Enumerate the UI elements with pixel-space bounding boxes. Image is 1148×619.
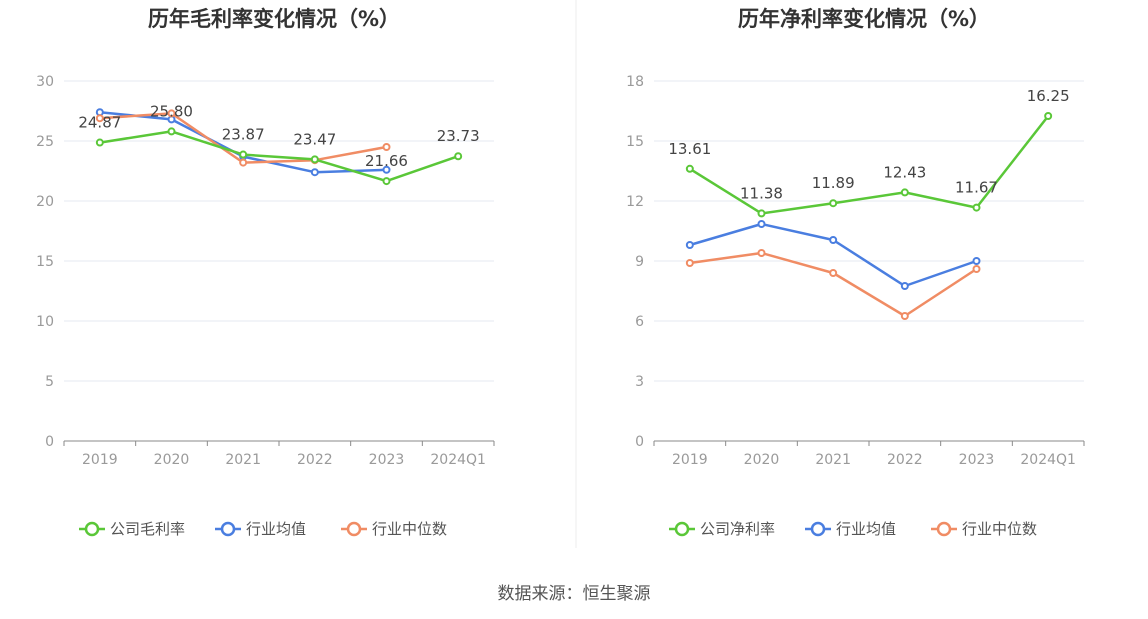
- y-tick-label: 9: [635, 254, 644, 270]
- y-tick-label: 3: [635, 374, 644, 390]
- data-point-company[interactable]: [95, 138, 104, 147]
- data-point-median[interactable]: [757, 249, 766, 257]
- data-label: 13.61: [668, 140, 711, 158]
- data-point-company[interactable]: [685, 164, 694, 173]
- x-tick-label: 2024Q1: [430, 452, 486, 468]
- data-point-median[interactable]: [829, 269, 838, 277]
- x-tick-label: 2022: [887, 452, 923, 468]
- data-point-median[interactable]: [972, 265, 981, 273]
- x-tick-label: 2021: [815, 452, 851, 468]
- y-tick-label: 5: [45, 374, 54, 390]
- legend-marker: [84, 521, 100, 537]
- legend-label: 行业中位数: [372, 520, 447, 538]
- y-tick-label: 0: [45, 434, 54, 450]
- x-tick-label: 2019: [82, 452, 118, 468]
- data-point-company[interactable]: [757, 209, 766, 218]
- chart-panel-0: 历年毛利率变化情况（%） 0 5 10 15 20 25 30 2019 2020 2021 2022…: [36, 7, 495, 538]
- y-tick-label: 30: [36, 74, 54, 90]
- data-label: 12.43: [883, 163, 926, 181]
- legend-item-avg[interactable]: 行业均值: [805, 520, 896, 538]
- y-tick-label: 15: [36, 254, 54, 270]
- x-tick-label: 2021: [225, 452, 261, 468]
- legend-label: 行业均值: [836, 520, 896, 538]
- data-label: 25.80: [150, 102, 193, 120]
- data-point-avg[interactable]: [829, 236, 838, 244]
- data-point-company[interactable]: [382, 177, 391, 186]
- legend-item-avg[interactable]: 行业均值: [215, 520, 306, 538]
- data-point-company[interactable]: [1044, 112, 1053, 120]
- series-line-company: [99, 130, 459, 183]
- data-point-median[interactable]: [382, 143, 391, 151]
- data-label: 11.67: [955, 179, 998, 197]
- legend-label: 公司净利率: [700, 520, 775, 538]
- y-tick-label: 15: [626, 134, 644, 150]
- data-label: 16.25: [1027, 87, 1070, 105]
- data-point-avg[interactable]: [972, 257, 981, 265]
- chart-panel-1: 历年净利率变化情况（%） 0 3 6 9 12 15 18 2019 2020 2021 2022 20…: [626, 7, 1085, 538]
- data-point-company[interactable]: [167, 127, 176, 136]
- data-point-avg[interactable]: [757, 220, 766, 228]
- data-point-median[interactable]: [685, 259, 694, 267]
- data-point-avg[interactable]: [685, 241, 694, 249]
- x-tick-label: 2020: [154, 452, 190, 468]
- y-tick-label: 12: [626, 194, 644, 210]
- data-label: 21.66: [365, 152, 408, 170]
- legend-item-median[interactable]: 行业中位数: [341, 520, 447, 538]
- x-tick-label: 2023: [959, 452, 995, 468]
- data-label: 11.89: [812, 174, 855, 192]
- x-tick-label: 2023: [369, 452, 405, 468]
- data-label: 11.38: [740, 184, 783, 202]
- data-point-avg[interactable]: [310, 168, 319, 177]
- legend-marker: [810, 521, 826, 537]
- data-point-company[interactable]: [829, 199, 838, 208]
- legend-marker: [674, 521, 690, 537]
- y-tick-label: 25: [36, 134, 54, 150]
- legend-marker: [220, 521, 236, 537]
- legend-label: 行业中位数: [962, 520, 1037, 538]
- data-point-avg[interactable]: [382, 165, 391, 174]
- data-label: 23.87: [222, 126, 265, 144]
- data-label: 23.47: [293, 130, 336, 148]
- data-point-company[interactable]: [239, 150, 248, 159]
- data-point-median[interactable]: [239, 158, 248, 167]
- x-tick-label: 2024Q1: [1020, 452, 1076, 468]
- y-tick-label: 20: [36, 194, 54, 210]
- x-tick-label: 2020: [744, 452, 780, 468]
- data-label: 23.73: [437, 127, 480, 145]
- chart-title: 历年毛利率变化情况（%）: [148, 7, 400, 31]
- legend-item-median[interactable]: 行业中位数: [931, 520, 1037, 538]
- y-tick-label: 0: [635, 434, 644, 450]
- source-note: 数据来源：恒生聚源: [498, 584, 651, 604]
- legend-marker: [936, 521, 952, 537]
- x-tick-label: 2019: [672, 452, 708, 468]
- data-point-median[interactable]: [167, 109, 176, 118]
- y-tick-label: 10: [36, 314, 54, 330]
- data-point-median[interactable]: [95, 114, 104, 123]
- data-point-company[interactable]: [972, 203, 981, 212]
- chart-title: 历年净利率变化情况（%）: [738, 7, 990, 31]
- series-line-company: [689, 115, 1050, 215]
- data-point-company[interactable]: [310, 155, 319, 164]
- data-point-avg[interactable]: [900, 282, 909, 290]
- legend-marker: [346, 521, 362, 537]
- series-line-median: [689, 251, 978, 318]
- legend-item-company[interactable]: 公司毛利率: [79, 520, 185, 538]
- data-point-company[interactable]: [454, 152, 463, 161]
- y-tick-label: 18: [626, 74, 644, 90]
- legend-label: 行业均值: [246, 520, 306, 538]
- legend-label: 公司毛利率: [110, 520, 185, 538]
- x-tick-label: 2022: [297, 452, 333, 468]
- y-tick-label: 6: [635, 314, 644, 330]
- data-label: 24.87: [78, 114, 121, 132]
- data-point-company[interactable]: [900, 188, 909, 197]
- legend-item-company[interactable]: 公司净利率: [669, 520, 775, 538]
- data-point-median[interactable]: [900, 312, 909, 320]
